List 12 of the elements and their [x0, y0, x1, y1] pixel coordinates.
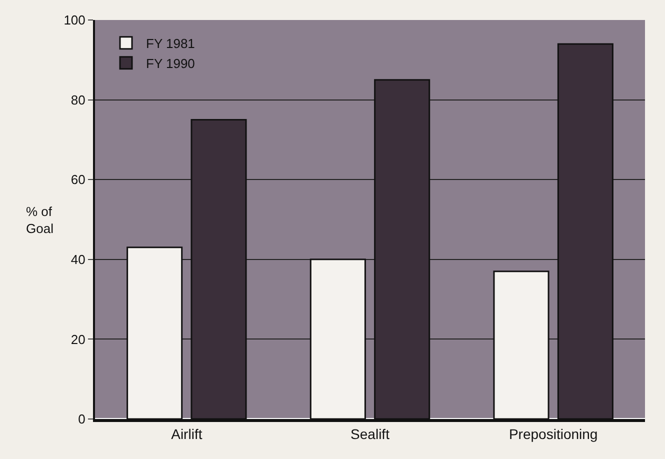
x-tick-label: Prepositioning: [508, 426, 598, 442]
y-tick-label: 80: [70, 92, 86, 108]
y-tick-label: 100: [64, 12, 86, 28]
legend-label: FY 1990: [146, 56, 195, 71]
y-tick-label: 40: [70, 252, 86, 267]
y-axis-title: % of Goal: [26, 204, 54, 236]
x-tick-label: Airlift: [171, 426, 202, 442]
y-tick-label: 60: [70, 172, 86, 188]
legend-label: FY 1981: [146, 36, 195, 51]
y-tick-label: 0: [78, 412, 86, 427]
y-tick-label: 20: [70, 332, 86, 347]
x-tick-label: Sealift: [350, 426, 390, 442]
